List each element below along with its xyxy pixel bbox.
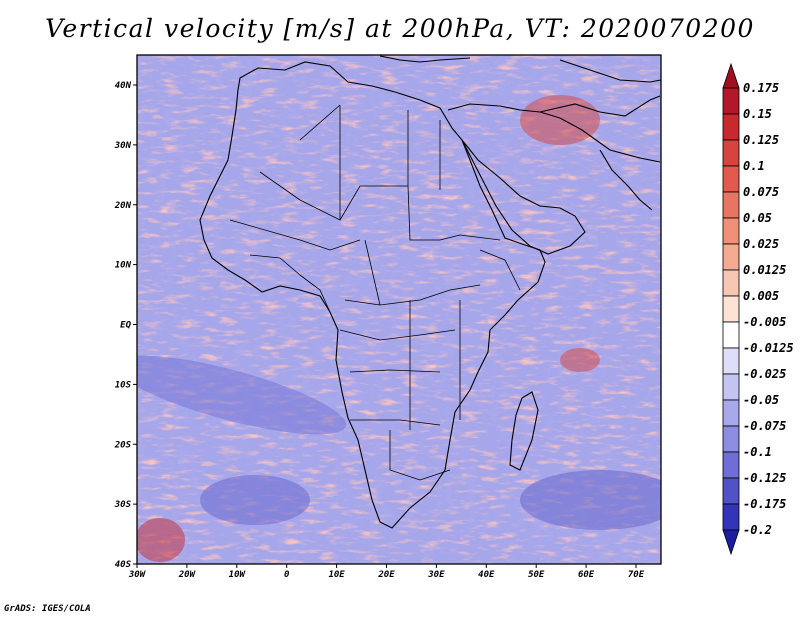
- colorbar-box: [722, 347, 740, 375]
- map-frame: [136, 54, 662, 565]
- red-band-feature: [560, 348, 600, 372]
- lat-label: 20N: [114, 201, 132, 211]
- lat-label: 30N: [114, 141, 132, 151]
- colorbar-box: [722, 243, 740, 271]
- colorbar-label: 0.1: [743, 159, 765, 173]
- lon-label: 40E: [478, 570, 495, 580]
- colorbar-label: -0.075: [743, 419, 786, 433]
- grads-credit: GrADS: IGES/COLA: [4, 604, 91, 614]
- colorbar-box: [722, 477, 740, 505]
- lon-label: 20E: [377, 570, 395, 580]
- red-band-feature: [520, 95, 600, 145]
- country-borders: [229, 104, 521, 481]
- colorbar-label: 0.15: [743, 107, 772, 121]
- lon-label: 60E: [578, 570, 595, 580]
- colorbar-label: 0.005: [743, 289, 779, 303]
- colorbar-box: [722, 321, 740, 349]
- longitude-labels: 30W 20W 10W 0 10E 20E 30E 40E 50E 60E 70E: [128, 564, 645, 580]
- colorbar-label: 0.0125: [743, 263, 786, 277]
- latitude-labels: 40N 30N 20N 10N EQ 10S 20S 30S 40S: [114, 81, 137, 570]
- lon-label: 10W: [229, 570, 247, 580]
- colorbar-label: 0.175: [743, 81, 779, 95]
- colorbar-label: -0.2: [743, 523, 772, 537]
- lon-label: 10E: [328, 570, 345, 580]
- colorbar-box: [722, 217, 740, 245]
- colorbar-box: [722, 269, 740, 297]
- lon-label: 30W: [128, 570, 147, 580]
- colorbar-label: -0.125: [743, 471, 786, 485]
- colorbar-bottom-arrow: [722, 529, 740, 556]
- colorbar-box: [722, 87, 740, 115]
- red-band-feature: [137, 518, 185, 562]
- lon-label: 0: [284, 570, 290, 580]
- lon-label: 30E: [427, 570, 445, 580]
- blue-band-feature: [520, 470, 661, 530]
- coastlines: [199, 55, 661, 529]
- lon-label: 70E: [628, 570, 645, 580]
- lat-label: 10S: [115, 380, 132, 390]
- colorbar-box: [722, 295, 740, 323]
- map-plot-area: [137, 55, 661, 564]
- colorbar-label: 0.05: [743, 211, 772, 225]
- blue-band-feature: [200, 475, 310, 525]
- colorbar-box: [722, 425, 740, 453]
- lon-label: 50E: [528, 570, 545, 580]
- colorbar-box: [722, 165, 740, 193]
- lat-label: 20S: [114, 440, 132, 450]
- colorbar-label: -0.1: [743, 445, 772, 459]
- colorbar-box: [722, 373, 740, 401]
- lat-label: 10N: [115, 261, 132, 271]
- lat-label: EQ: [120, 321, 131, 331]
- colorbar-box: [722, 139, 740, 167]
- lat-label: 30S: [114, 500, 132, 510]
- colorbar-box: [722, 399, 740, 427]
- colorbar-top-arrow: [722, 62, 740, 89]
- lon-label: 20W: [178, 570, 197, 580]
- lat-label: 40S: [115, 560, 132, 570]
- colorbar-label: -0.0125: [743, 341, 794, 355]
- colorbar-label: 0.125: [743, 133, 779, 147]
- blue-band-feature: [137, 355, 347, 435]
- colorbar-box: [722, 113, 740, 141]
- colorbar-label: 0.075: [743, 185, 779, 199]
- lat-label: 40N: [115, 81, 132, 91]
- colorbar-box: [722, 503, 740, 531]
- colorbar-label: -0.175: [743, 497, 786, 511]
- colorbar-label: 0.025: [743, 237, 779, 251]
- map-title: Vertical velocity [m/s] at 200hPa, VT: 2…: [45, 14, 755, 43]
- colorbar: 0.175 0.15 0.125 0.1 0.075 0.05 0.025 0.0125 0.0…: [722, 62, 794, 556]
- colorbar-box: [722, 191, 740, 219]
- colorbar-box: [722, 451, 740, 479]
- colorbar-label: -0.005: [743, 315, 786, 329]
- colorbar-label: -0.025: [743, 367, 786, 381]
- colorbar-label: -0.05: [743, 393, 779, 407]
